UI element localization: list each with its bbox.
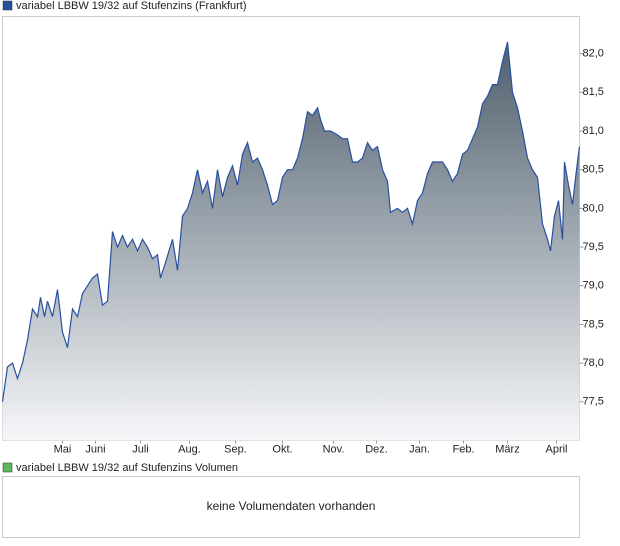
y-tick-label: 80,0 <box>583 202 604 214</box>
legend-swatch <box>2 462 13 473</box>
y-tick-label: 79,5 <box>583 241 604 253</box>
y-tick-label: 78,5 <box>583 318 604 330</box>
y-tick-label: 78,0 <box>583 357 604 369</box>
x-tick-label: Feb. <box>452 443 474 455</box>
x-tick-label: Mai <box>54 443 72 455</box>
x-tick-label: Aug. <box>178 443 201 455</box>
y-tick-label: 79,0 <box>583 280 604 292</box>
volume-message: keine Volumendaten vorhanden <box>207 499 376 513</box>
x-tick-label: Sep. <box>224 443 247 455</box>
y-tick-label: 82,0 <box>583 48 604 60</box>
x-tick-label: Juli <box>132 443 149 455</box>
x-tick-label: Dez. <box>365 443 388 455</box>
x-tick-label: Juni <box>85 443 105 455</box>
x-tick-label: Okt. <box>272 443 292 455</box>
x-tick-label: April <box>545 443 567 455</box>
legend-swatch <box>2 0 13 11</box>
x-tick-label: Jan. <box>409 443 430 455</box>
y-tick-label: 81,0 <box>583 125 604 137</box>
y-tick-label: 77,5 <box>583 396 604 408</box>
volume-frame <box>2 476 580 538</box>
line <box>1 41 581 402</box>
area <box>2 42 580 441</box>
legend-label: variabel LBBW 19/32 auf Stufenzins (Fran… <box>16 0 247 12</box>
x-tick-label: März <box>495 443 519 455</box>
y-tick-label: 80,5 <box>583 164 604 176</box>
x-tick-label: Nov. <box>323 443 345 455</box>
legend-label: variabel LBBW 19/32 auf Stufenzins Volum… <box>16 462 238 474</box>
y-tick-label: 81,5 <box>583 86 604 98</box>
